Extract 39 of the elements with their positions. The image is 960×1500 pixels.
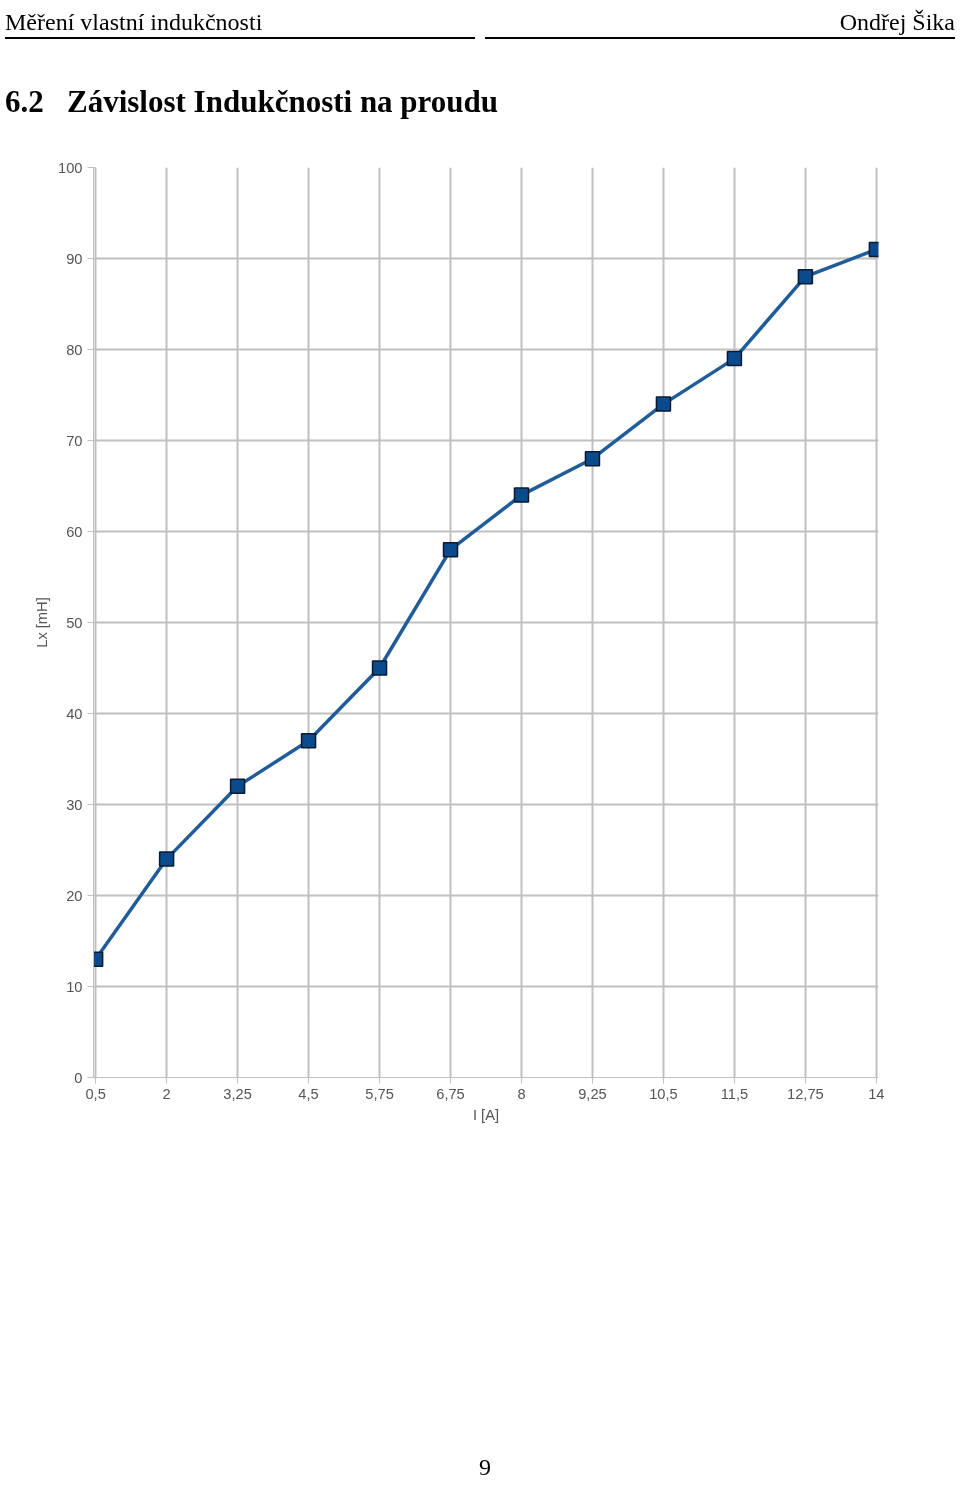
y-tick-label: 90: [66, 250, 83, 267]
text: Měření vlastní indukčnosti: [5, 8, 263, 37]
point: [158, 851, 175, 867]
y-tick-label: 10: [66, 978, 83, 995]
x-tick-label: 9,25: [578, 1085, 607, 1102]
x-tick-label: 3,25: [223, 1085, 252, 1102]
y-tick-label: 20: [66, 887, 83, 904]
x-tick-label: 8: [517, 1085, 526, 1102]
y-axis-title: Lx [mH]: [34, 597, 51, 648]
text: 9: [479, 1453, 491, 1482]
chart-title: 6.2 Závislost Indukčnosti na proudu: [5, 83, 499, 121]
text: Ondřej Šika: [839, 8, 955, 37]
y-tick-label: 0: [74, 1069, 83, 1086]
x-axis-title: I [A]: [472, 1106, 500, 1123]
x-tick-label: 10,5: [649, 1085, 678, 1102]
x-tick-label: 6,75: [436, 1085, 465, 1102]
point: [229, 778, 246, 795]
point: [442, 541, 459, 558]
x-tick-label: 14: [868, 1085, 885, 1102]
point: [300, 733, 317, 749]
x-tick-label: 5,75: [365, 1085, 394, 1102]
y-tick-label: 100: [58, 159, 83, 176]
y-tick-label: 80: [66, 341, 83, 358]
x-tick-label: 0,5: [85, 1085, 106, 1102]
point: [797, 268, 814, 285]
point: [726, 350, 743, 367]
y-tick-label: 30: [66, 796, 83, 813]
y-tick-label: 40: [66, 705, 83, 722]
y-tick-label: 70: [66, 432, 83, 449]
x-tick-label: 11,5: [720, 1085, 749, 1102]
point: [513, 487, 530, 503]
x-tick-label: 4,5: [298, 1085, 319, 1102]
point: [371, 660, 388, 676]
x-tick-label: 12,75: [787, 1085, 824, 1102]
point: [655, 396, 672, 412]
y-tick-label: 60: [66, 523, 83, 540]
y-tick-label: 50: [66, 614, 83, 631]
point: [584, 450, 601, 467]
x-tick-label: 2: [162, 1085, 171, 1102]
